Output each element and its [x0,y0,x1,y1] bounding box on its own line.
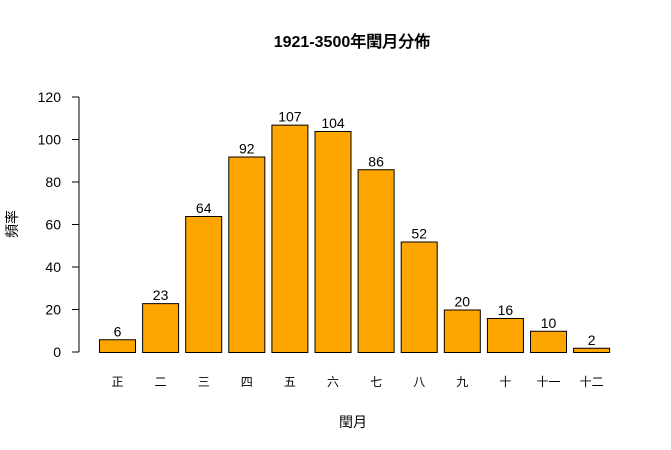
bar [400,241,438,353]
x-tick-label: 四 [241,375,253,389]
bar [228,156,266,353]
bar-value-label: 20 [455,294,471,310]
x-tick-label: 八 [413,375,425,389]
bar [99,339,136,353]
bar [271,124,309,353]
bar [314,131,352,353]
y-axis: 0 20 40 60 80 100 120 [38,89,80,360]
x-tick-label: 十一 [536,375,560,389]
x-tick-label: 七 [370,375,382,389]
bar-value-label: 86 [368,153,384,169]
x-tick-label: 十二 [580,375,604,389]
y-tick-label: 80 [45,174,61,190]
bar-value-label: 107 [278,109,302,125]
y-tick-label: 40 [45,259,61,275]
x-tick-label: 九 [456,375,468,389]
y-tick-label: 120 [38,89,62,105]
x-tick-label: 十 [499,375,511,389]
x-axis-title: 閏月 [339,415,367,431]
bar [357,169,395,353]
y-tick-label: 60 [45,217,61,233]
bars: 6 23 64 92 107 104 86 52 20 16 10 2 [99,109,611,353]
bar-value-label: 23 [153,287,169,303]
x-tick-label: 二 [155,375,167,389]
bar [486,318,524,353]
bar [185,216,223,353]
bar [530,330,567,353]
bar-value-label: 104 [321,115,345,131]
y-axis-title: 頻率 [4,210,21,238]
bar [443,309,481,353]
bar-value-label: 64 [196,200,212,216]
bar-value-label: 10 [541,315,557,331]
bar-value-label: 92 [239,141,255,157]
chart-title: 1921-3500年閏月分佈 [274,32,431,51]
bar [142,303,180,353]
y-tick-label: 20 [45,302,61,318]
x-tick-label: 三 [198,375,210,389]
bar [573,347,611,353]
bar-value-label: 6 [114,323,122,339]
bar-value-label: 16 [498,302,514,318]
bar-value-label: 52 [411,226,427,242]
x-tick-label: 正 [111,375,123,389]
x-tick-label: 六 [327,375,339,389]
y-tick-label: 100 [38,132,62,148]
x-tick-label: 五 [284,375,296,389]
x-axis-labels: 正 二 三 四 五 六 七 八 九 十 十一 十二 [111,375,603,389]
y-tick-label: 0 [53,344,61,360]
bar-value-label: 2 [588,332,596,348]
